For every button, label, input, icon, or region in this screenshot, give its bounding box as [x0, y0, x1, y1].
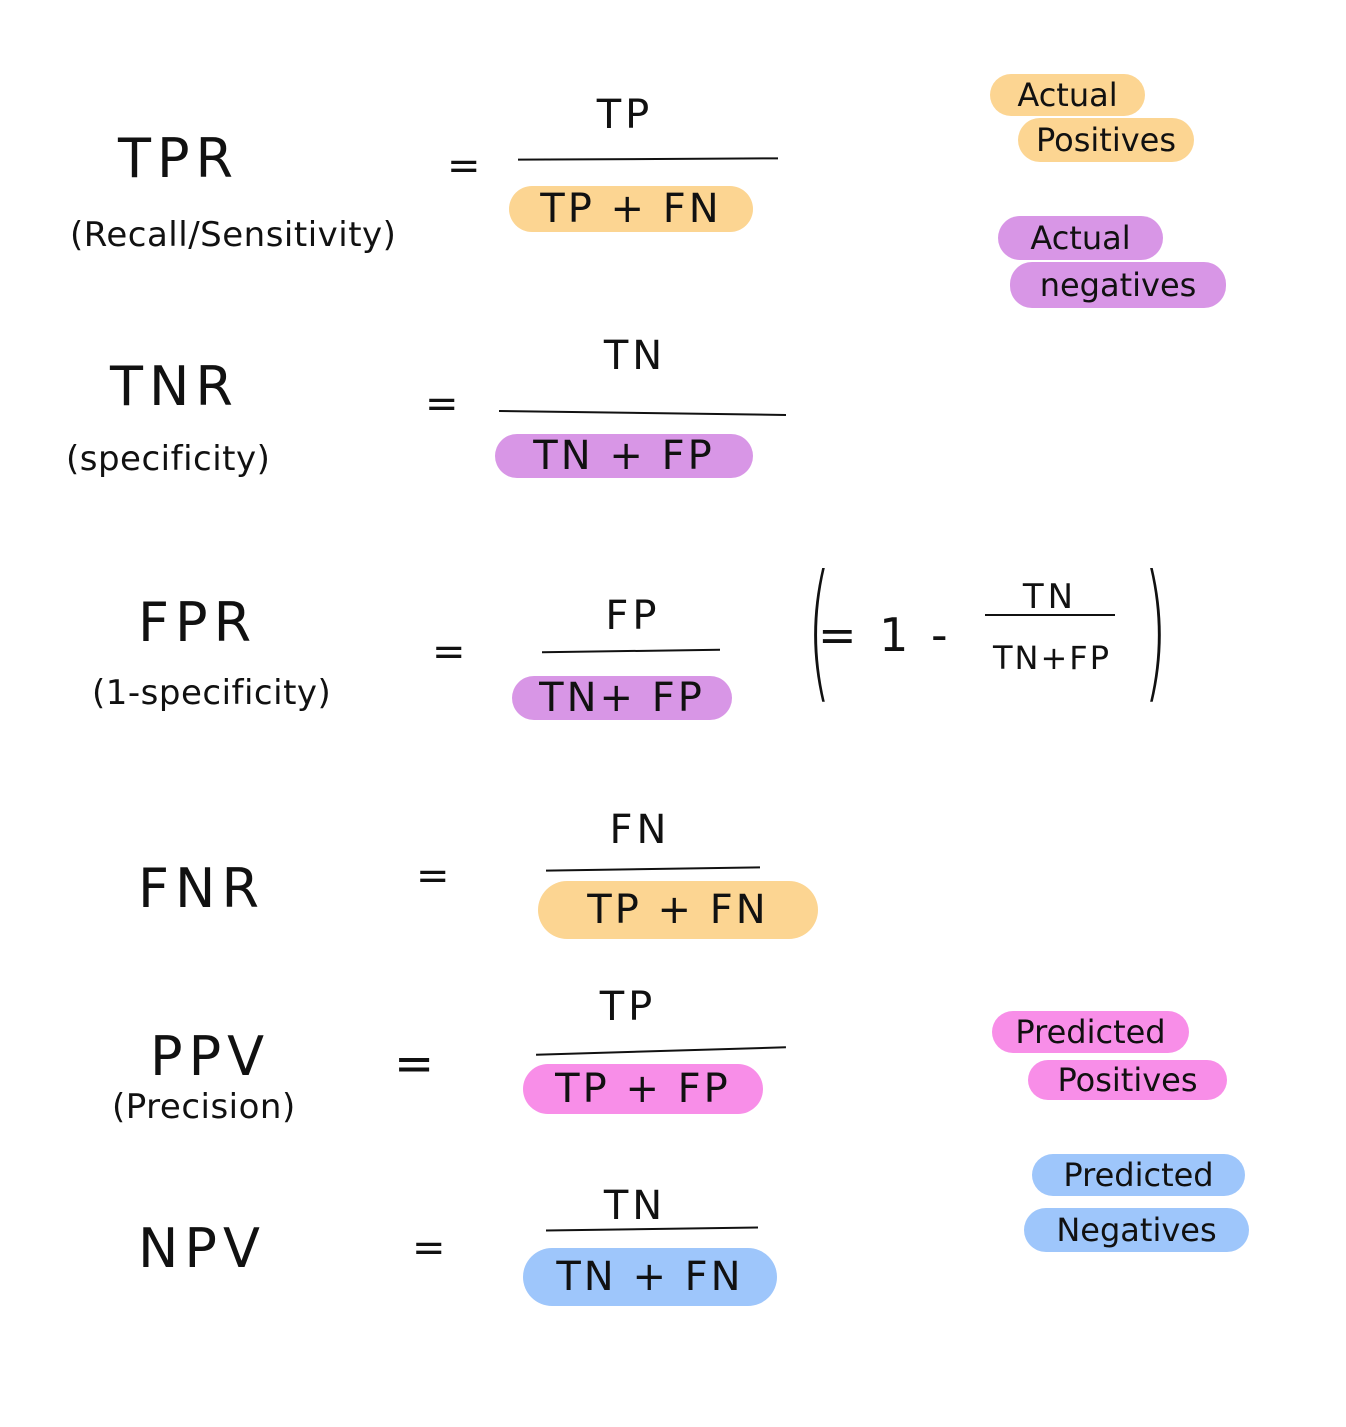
legend-predicted-positives-line1: Predicted — [992, 1011, 1189, 1053]
fpr-note-fraction-bar — [985, 614, 1115, 616]
legend-actual-negatives-line2: negatives — [1010, 262, 1226, 308]
fpr-numerator: FP — [605, 593, 661, 639]
npv-numerator: TN — [603, 1183, 667, 1229]
fpr-denominator: TN+ FP — [512, 676, 732, 720]
tnr-fraction-bar — [499, 409, 786, 417]
ppv-numerator: TP — [599, 984, 657, 1030]
fpr-note-denominator: TN+FP — [993, 639, 1111, 677]
legend-actual-positives-line2: Positives — [1018, 118, 1194, 162]
fpr-note-left-paren: ( — [807, 544, 831, 718]
legend-actual-positives-line1: Actual — [990, 74, 1145, 116]
tpr-equals: = — [447, 143, 481, 189]
fpr-fraction-bar — [541, 648, 721, 654]
tnr-label: TNR — [110, 355, 239, 418]
fnr-equals: = — [416, 853, 450, 899]
ppv-label: PPV — [150, 1025, 271, 1088]
fnr-fraction-bar — [545, 866, 761, 872]
tpr-label: TPR — [118, 127, 240, 190]
fpr-note-right-paren: ) — [1143, 544, 1167, 718]
fpr-note-numerator: TN — [1022, 577, 1078, 617]
tnr-numerator: TN — [603, 333, 667, 379]
tnr-equals: = — [425, 381, 459, 427]
legend-predicted-positives-line2: Positives — [1028, 1060, 1227, 1100]
ppv-equals: = — [394, 1036, 435, 1092]
tnr-denominator: TN + FP — [495, 434, 753, 478]
ppv-fraction-bar — [536, 1046, 786, 1056]
npv-fraction-bar — [545, 1226, 759, 1232]
ppv-alias: (Precision) — [112, 1087, 296, 1127]
tnr-alias: (specificity) — [66, 439, 271, 479]
fnr-numerator: FN — [609, 807, 671, 853]
legend-actual-negatives-line1: Actual — [998, 216, 1163, 260]
tpr-alias: (Recall/Sensitivity) — [70, 215, 397, 255]
npv-equals: = — [412, 1225, 446, 1271]
fnr-denominator: TP + FN — [538, 881, 818, 939]
npv-label: NPV — [138, 1217, 266, 1280]
fpr-alias: (1-specificity) — [92, 673, 332, 713]
legend-predicted-negatives-line1: Predicted — [1032, 1154, 1245, 1196]
fnr-label: FNR — [138, 857, 265, 920]
tpr-fraction-bar — [517, 157, 779, 161]
ppv-denominator: TP + FP — [523, 1064, 763, 1114]
fpr-label: FPR — [138, 591, 258, 654]
fpr-note-prefix: = 1 - — [818, 608, 952, 662]
fpr-equals: = — [432, 629, 466, 675]
tpr-numerator: TP — [596, 92, 654, 138]
npv-denominator: TN + FN — [523, 1248, 777, 1306]
tpr-denominator: TP + FN — [509, 186, 753, 232]
legend-predicted-negatives-line2: Negatives — [1024, 1208, 1249, 1252]
